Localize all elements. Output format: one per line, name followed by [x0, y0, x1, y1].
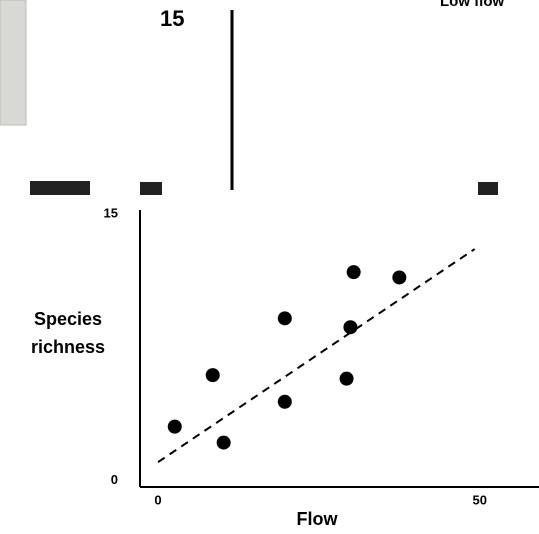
data-point	[216, 435, 231, 450]
cropped-heading	[478, 182, 498, 195]
background-image	[0, 0, 26, 125]
x-tick-label: 50	[473, 492, 487, 507]
background-tick: 15	[160, 6, 184, 31]
cropped-heading	[30, 181, 90, 195]
y-tick-label: 0	[111, 472, 118, 487]
data-point	[167, 419, 182, 434]
y-tick-label: 15	[104, 206, 118, 221]
x-axis-label: Flow	[297, 509, 339, 529]
data-point	[392, 270, 407, 285]
background-legend: Low flow	[440, 0, 504, 10]
data-point	[343, 320, 358, 335]
chart: 0 15 0 50 Flow Species richness	[31, 206, 539, 529]
cropped-heading	[140, 182, 162, 195]
trend-line	[157, 248, 476, 463]
background-image-edge	[0, 0, 27, 126]
data-point	[205, 368, 220, 383]
data-point	[346, 265, 361, 280]
x-tick-label: 0	[154, 492, 161, 507]
y-axis-label: Species	[34, 309, 102, 329]
data-point	[277, 311, 292, 326]
data-point	[339, 371, 354, 386]
y-axis-label: richness	[31, 337, 105, 357]
chart-panel	[0, 195, 539, 534]
data-point	[277, 394, 292, 409]
